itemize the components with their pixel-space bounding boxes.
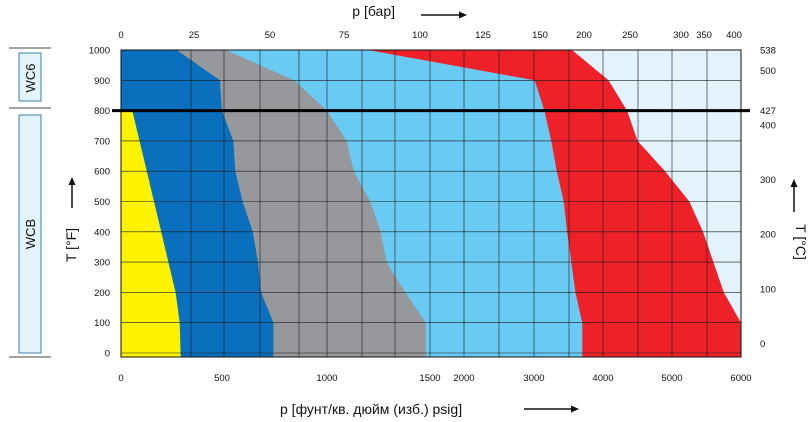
y-axis-right-arrow <box>790 179 798 212</box>
x-axis-top-title: p [бар] <box>352 3 395 19</box>
x-bottom-tick-label: 1000 <box>316 373 337 384</box>
x-top-tick-label: 25 <box>189 30 200 41</box>
x-bottom-tick-label: 3000 <box>523 373 544 384</box>
x-top-tick-label: 200 <box>576 30 592 41</box>
x-top-tick-label: 400 <box>726 30 742 41</box>
y-tick-label: 1000 <box>89 46 110 57</box>
y-right-tick-label: 400 <box>760 121 776 132</box>
y-tick-label: 0 <box>105 349 110 360</box>
plot-frame <box>120 49 742 358</box>
y-tick-label: 800 <box>94 106 110 117</box>
y-tick-label: 200 <box>94 288 110 299</box>
y-right-tick-label: 427 <box>760 106 776 117</box>
x-top-tick-label: 350 <box>696 30 712 41</box>
y-axis-right-title: T [°C] <box>793 224 809 260</box>
y-right-tick-label: 538 <box>760 45 776 56</box>
x-top-tick-label: 50 <box>265 30 276 41</box>
x-bottom-tick-label: 500 <box>214 373 230 384</box>
x-bottom-tick-label: 2000 <box>453 373 474 384</box>
y-tick-label: 900 <box>94 76 110 87</box>
y-right-tick-label: 200 <box>760 230 776 241</box>
x-axis-bottom-arrow <box>524 405 579 413</box>
x-bottom-tick-label: 1500 <box>419 373 440 384</box>
area-band <box>121 110 181 357</box>
x-top-tick-label: 100 <box>412 30 428 41</box>
x-bottom-tick-label: 5000 <box>661 373 682 384</box>
y-axis-left-arrow <box>68 177 76 208</box>
x-axis-bottom-title: p [фунт/кв. дюйм (изб.) psig] <box>280 401 462 417</box>
y-right-tick-label: 0 <box>760 339 765 350</box>
x-top-tick-label: 75 <box>339 30 350 41</box>
y-axis-left-title: T [°F] <box>63 228 79 262</box>
x-top-tick-label: 300 <box>673 30 689 41</box>
y-tick-label: 400 <box>94 227 110 238</box>
grade-box-wcb <box>18 114 42 354</box>
grid-layer <box>112 49 750 358</box>
x-top-tick-label: 250 <box>622 30 638 41</box>
x-bottom-tick-label: 6000 <box>730 373 751 384</box>
y-tick-label: 300 <box>94 258 110 269</box>
x-axis-top-arrow <box>421 11 467 19</box>
y-right-tick-label: 500 <box>760 66 776 77</box>
grade-label-wc6: WC6 <box>23 64 38 93</box>
x-bottom-tick-label: 0 <box>118 373 123 384</box>
y-tick-label: 100 <box>94 318 110 329</box>
grade-box-wc6 <box>18 52 42 102</box>
x-top-tick-label: 125 <box>475 30 491 41</box>
y-tick-label: 600 <box>94 167 110 178</box>
y-tick-label: 700 <box>94 136 110 147</box>
y-right-tick-label: 100 <box>760 284 776 295</box>
y-right-tick-label: 300 <box>760 175 776 186</box>
area-layer <box>121 50 741 357</box>
x-top-tick-label: 0 <box>118 30 123 41</box>
x-bottom-tick-label: 4000 <box>592 373 613 384</box>
y-tick-label: 500 <box>94 197 110 208</box>
grade-label-wcb: WCB <box>23 219 38 249</box>
x-top-tick-label: 150 <box>532 30 548 41</box>
